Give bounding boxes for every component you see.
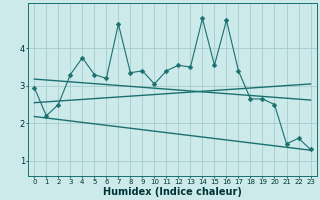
X-axis label: Humidex (Indice chaleur): Humidex (Indice chaleur) [103,187,242,197]
